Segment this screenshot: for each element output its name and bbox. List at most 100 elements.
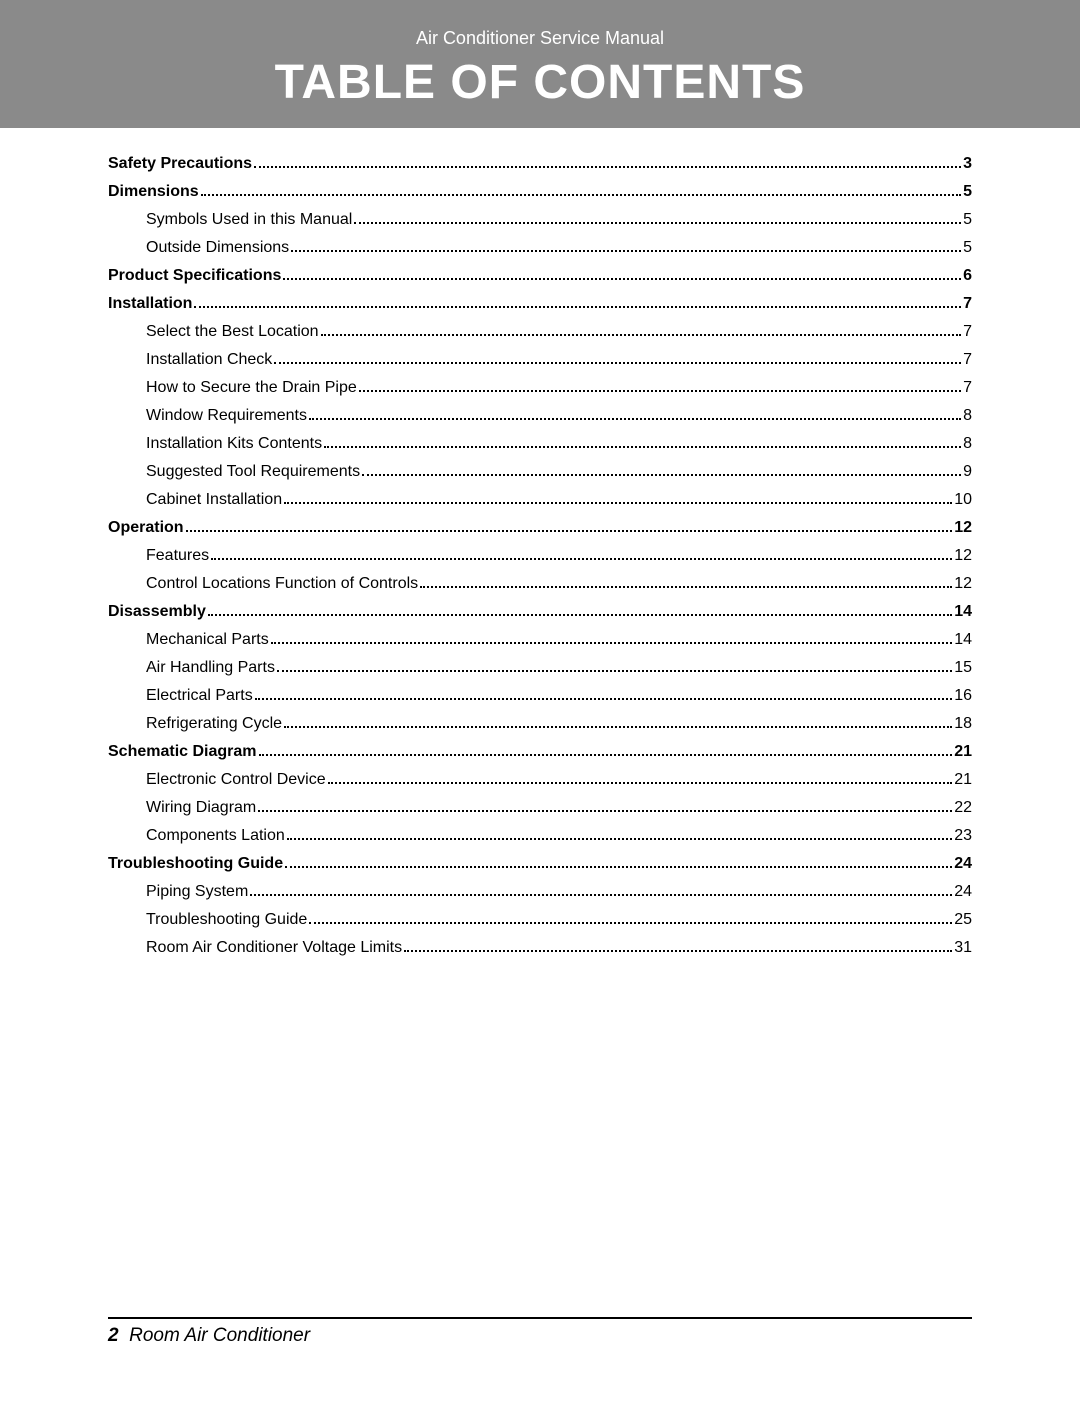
toc-label: Control Locations Function of Controls (146, 570, 418, 598)
toc-label: Features (146, 542, 209, 570)
toc-leader-dots (258, 810, 952, 812)
toc-row: Installation Kits Contents8 (108, 430, 972, 458)
toc-leader-dots (309, 418, 961, 420)
toc-row: Window Requirements 8 (108, 402, 972, 430)
toc-leader-dots (255, 698, 953, 700)
toc-page-number: 8 (963, 402, 972, 430)
toc-label: Electrical Parts (146, 682, 253, 710)
toc-page-number: 14 (954, 626, 972, 654)
toc-label: Symbols Used in this Manual (146, 206, 352, 234)
toc-row: Outside Dimensions 5 (108, 234, 972, 262)
toc-row: Schematic Diagram 21 (108, 738, 972, 766)
toc-page-number: 31 (954, 934, 972, 962)
toc-container: Safety Precautions3Dimensions 5Symbols U… (0, 128, 1080, 962)
toc-label: Product Specifications (108, 262, 281, 290)
toc-label: Air Handling Parts (146, 654, 275, 682)
toc-page-number: 21 (954, 738, 972, 766)
toc-row: How to Secure the Drain Pipe7 (108, 374, 972, 402)
toc-row: Troubleshooting Guide 25 (108, 906, 972, 934)
toc-label: Safety Precautions (108, 150, 252, 178)
toc-page-number: 7 (963, 346, 972, 374)
toc-row: Product Specifications 6 (108, 262, 972, 290)
toc-label: Outside Dimensions (146, 234, 289, 262)
toc-leader-dots (362, 474, 961, 476)
header-band: Air Conditioner Service Manual TABLE OF … (0, 0, 1080, 128)
footer-rule (108, 1317, 972, 1319)
toc-leader-dots (194, 306, 961, 308)
toc-label: Dimensions (108, 178, 199, 206)
toc-leader-dots (277, 670, 952, 672)
toc-page-number: 22 (954, 794, 972, 822)
toc-page-number: 24 (954, 878, 972, 906)
toc-label: Electronic Control Device (146, 766, 326, 794)
toc-leader-dots (186, 530, 953, 532)
toc-row: Piping System 24 (108, 878, 972, 906)
footer-text: 2 Room Air Conditioner (108, 1325, 972, 1347)
toc-label: Troubleshooting Guide (146, 906, 307, 934)
toc-row: Refrigerating Cycle18 (108, 710, 972, 738)
toc-page-number: 12 (954, 514, 972, 542)
toc-label: Disassembly (108, 598, 206, 626)
toc-row: Air Handling Parts 15 (108, 654, 972, 682)
toc-row: Components Lation 23 (108, 822, 972, 850)
toc-row: Disassembly 14 (108, 598, 972, 626)
toc-page-number: 25 (954, 906, 972, 934)
toc-page-number: 7 (963, 318, 972, 346)
toc-leader-dots (291, 250, 961, 252)
toc-label: Installation (108, 290, 192, 318)
toc-page-number: 12 (954, 570, 972, 598)
toc-page-number: 8 (963, 430, 972, 458)
toc-leader-dots (254, 166, 961, 168)
toc-leader-dots (208, 614, 952, 616)
toc-leader-dots (283, 278, 961, 280)
toc-leader-dots (271, 642, 952, 644)
toc-leader-dots (420, 586, 952, 588)
toc-leader-dots (359, 390, 961, 392)
toc-label: Cabinet Installation (146, 486, 282, 514)
toc-leader-dots (404, 950, 952, 952)
header-subtitle: Air Conditioner Service Manual (0, 28, 1080, 49)
toc-label: Piping System (146, 878, 248, 906)
toc-page-number: 5 (963, 206, 972, 234)
toc-label: Schematic Diagram (108, 738, 257, 766)
toc-page-number: 14 (954, 598, 972, 626)
toc-leader-dots (201, 194, 961, 196)
toc-row: Symbols Used in this Manual 5 (108, 206, 972, 234)
toc-row: Mechanical Parts 14 (108, 626, 972, 654)
toc-row: Installation Check7 (108, 346, 972, 374)
toc-row: Features 12 (108, 542, 972, 570)
toc-row: Safety Precautions3 (108, 150, 972, 178)
toc-page-number: 5 (963, 234, 972, 262)
toc-leader-dots (309, 922, 952, 924)
toc-label: Wiring Diagram (146, 794, 256, 822)
toc-leader-dots (259, 754, 953, 756)
toc-page-number: 10 (954, 486, 972, 514)
toc-leader-dots (250, 894, 952, 896)
toc-row: Wiring Diagram 22 (108, 794, 972, 822)
toc-page-number: 7 (963, 374, 972, 402)
toc-leader-dots (321, 334, 962, 336)
toc-page-number: 9 (963, 458, 972, 486)
toc-leader-dots (285, 866, 952, 868)
toc-label: Window Requirements (146, 402, 307, 430)
toc-row: Select the Best Location 7 (108, 318, 972, 346)
toc-page-number: 15 (954, 654, 972, 682)
toc-page-number: 23 (954, 822, 972, 850)
toc-label: Troubleshooting Guide (108, 850, 283, 878)
toc-row: Operation 12 (108, 514, 972, 542)
toc-row: Dimensions 5 (108, 178, 972, 206)
toc-row: Installation 7 (108, 290, 972, 318)
toc-page-number: 16 (954, 682, 972, 710)
footer-page-number: 2 (108, 1325, 119, 1346)
toc-page-number: 12 (954, 542, 972, 570)
toc-row: Electrical Parts 16 (108, 682, 972, 710)
toc-leader-dots (211, 558, 952, 560)
toc-leader-dots (328, 782, 953, 784)
toc-row: Suggested Tool Requirements9 (108, 458, 972, 486)
toc-page-number: 6 (963, 262, 972, 290)
toc-label: Mechanical Parts (146, 626, 269, 654)
toc-page-number: 5 (963, 178, 972, 206)
toc-label: Components Lation (146, 822, 285, 850)
toc-label: Select the Best Location (146, 318, 319, 346)
toc-leader-dots (284, 502, 952, 504)
